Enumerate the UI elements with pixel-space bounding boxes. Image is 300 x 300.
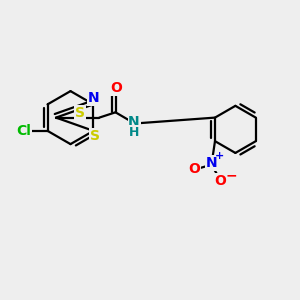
- Text: +: +: [215, 152, 224, 161]
- Text: H: H: [129, 126, 139, 139]
- Text: N: N: [206, 156, 217, 170]
- Text: O: O: [110, 81, 122, 95]
- Text: O: O: [188, 162, 200, 176]
- Text: S: S: [75, 106, 85, 120]
- Text: S: S: [90, 129, 100, 143]
- Text: −: −: [225, 168, 237, 182]
- Text: O: O: [214, 174, 226, 188]
- Text: N: N: [128, 115, 140, 129]
- Text: N: N: [88, 91, 100, 105]
- Text: Cl: Cl: [16, 124, 31, 138]
